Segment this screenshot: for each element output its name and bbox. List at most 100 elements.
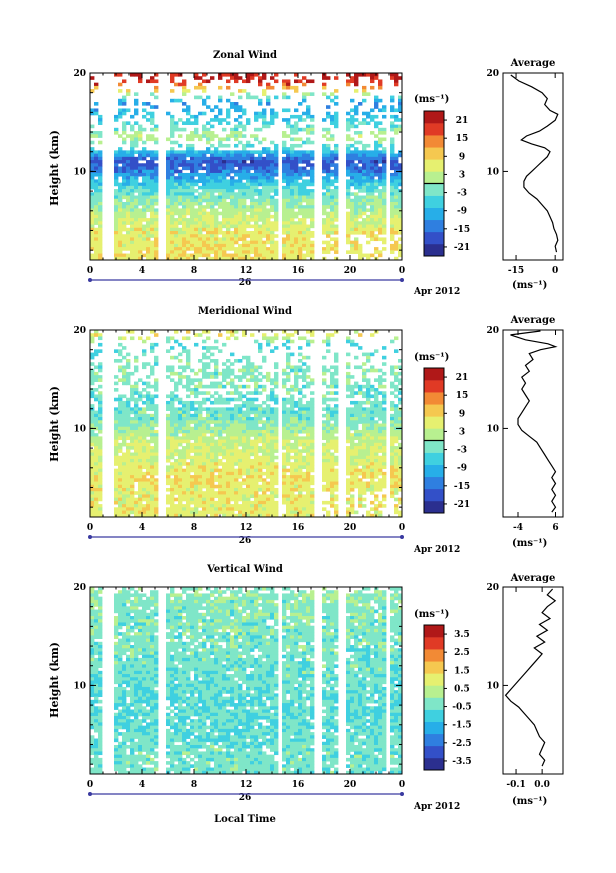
heatmap-cell bbox=[134, 111, 139, 116]
heatmap-cell bbox=[266, 378, 271, 382]
heatmap-cell bbox=[230, 417, 235, 421]
heatmap-cell bbox=[290, 160, 295, 164]
heatmap-cell bbox=[294, 172, 299, 177]
heatmap-cell bbox=[270, 336, 275, 341]
heatmap-cell bbox=[330, 208, 335, 213]
heatmap-cell bbox=[130, 214, 135, 219]
heatmap-cell bbox=[138, 221, 143, 225]
heatmap-cell bbox=[286, 166, 291, 171]
heatmap-cell bbox=[262, 494, 267, 499]
heatmap-cell bbox=[98, 510, 103, 515]
heatmap-cell bbox=[206, 442, 211, 447]
heatmap-cell bbox=[282, 143, 287, 148]
heatmap-cell bbox=[214, 417, 219, 421]
heatmap-cell bbox=[290, 185, 295, 190]
heatmap-cell bbox=[118, 436, 123, 441]
heatmap-cell bbox=[270, 163, 275, 167]
heatmap-cell bbox=[262, 458, 267, 463]
heatmap-cell bbox=[150, 211, 155, 216]
heatmap-cell bbox=[178, 221, 183, 225]
heatmap-cell bbox=[166, 227, 171, 232]
heatmap-cell bbox=[94, 491, 99, 495]
heatmap-cell bbox=[242, 458, 247, 463]
heatmap-cell bbox=[166, 169, 171, 174]
heatmap-cell bbox=[330, 201, 335, 206]
heatmap-cell bbox=[294, 137, 299, 142]
heatmap-cell bbox=[126, 504, 131, 508]
heatmap-cell bbox=[122, 458, 127, 463]
heatmap-cell bbox=[326, 169, 331, 174]
heatmap-cell bbox=[130, 410, 135, 415]
heatmap-cell bbox=[182, 336, 187, 341]
heatmap-cell bbox=[138, 426, 143, 431]
heatmap-cell bbox=[322, 176, 327, 180]
heatmap-cell bbox=[178, 429, 183, 434]
heatmap-cell bbox=[306, 111, 311, 116]
heatmap-cell bbox=[94, 160, 99, 164]
heatmap-cell bbox=[210, 76, 215, 80]
heatmap-cell bbox=[198, 468, 203, 473]
heatmap-cell bbox=[262, 201, 267, 206]
heatmap-cell bbox=[238, 468, 243, 473]
heatmap-cell bbox=[114, 478, 119, 482]
heatmap-cell bbox=[154, 221, 159, 225]
heatmap-cell bbox=[178, 436, 183, 441]
heatmap-cell bbox=[174, 465, 179, 470]
heatmap-cell bbox=[266, 426, 271, 431]
heatmap-cell bbox=[226, 201, 231, 206]
heatmap-cell bbox=[126, 407, 131, 411]
heatmap-cell bbox=[286, 195, 291, 200]
heatmap-cell bbox=[210, 500, 215, 505]
heatmap-cell bbox=[190, 205, 195, 209]
heatmap-cell bbox=[210, 205, 215, 209]
heatmap-cell bbox=[334, 118, 339, 122]
heatmap-cell bbox=[206, 413, 211, 418]
heatmap-cell bbox=[214, 449, 219, 453]
heatmap-cell bbox=[310, 487, 315, 492]
heatmap-cell bbox=[146, 189, 151, 193]
heatmap-cell bbox=[350, 198, 355, 203]
heatmap-cell bbox=[286, 481, 291, 486]
heatmap-cell bbox=[126, 185, 131, 190]
heatmap-cell bbox=[170, 153, 175, 158]
heatmap-cell bbox=[146, 182, 151, 187]
heatmap-cell bbox=[182, 121, 187, 125]
heatmap-cell bbox=[150, 384, 155, 389]
heatmap-cell bbox=[122, 150, 127, 154]
heatmap-cell bbox=[298, 500, 303, 505]
heatmap-cell bbox=[262, 221, 267, 225]
heatmap-cell bbox=[178, 352, 183, 357]
heatmap-cell bbox=[262, 73, 267, 77]
heatmap-cell bbox=[186, 253, 191, 258]
heatmap-cell bbox=[118, 342, 123, 347]
heatmap-cell bbox=[226, 192, 231, 196]
heatmap-cell bbox=[230, 76, 235, 80]
heatmap-cell bbox=[122, 240, 127, 245]
heatmap-cell bbox=[262, 504, 267, 508]
heatmap-cell bbox=[182, 429, 187, 434]
heatmap-cell bbox=[182, 211, 187, 216]
heatmap-cell bbox=[138, 394, 143, 399]
heatmap-cell bbox=[182, 127, 187, 132]
heatmap-cell bbox=[138, 423, 143, 428]
heatmap-cell bbox=[178, 195, 183, 200]
heatmap-cell bbox=[90, 465, 95, 470]
heatmap-cell bbox=[226, 491, 231, 495]
heatmap-cell bbox=[222, 166, 227, 171]
heatmap-cell bbox=[262, 118, 267, 122]
heatmap-cell bbox=[230, 378, 235, 382]
heatmap-cell bbox=[94, 227, 99, 232]
heatmap-cell bbox=[218, 172, 223, 177]
heatmap-cell bbox=[218, 143, 223, 148]
heatmap-cell bbox=[174, 449, 179, 453]
heatmap-cell bbox=[166, 192, 171, 196]
heatmap-cell bbox=[354, 169, 359, 174]
heatmap-cell bbox=[202, 352, 207, 357]
heatmap-cell bbox=[182, 247, 187, 251]
heatmap-cell bbox=[282, 465, 287, 470]
heatmap-cell bbox=[250, 211, 255, 216]
heatmap-cell bbox=[210, 131, 215, 135]
heatmap-cell bbox=[238, 214, 243, 219]
heatmap-cell bbox=[306, 127, 311, 132]
heatmap-cell bbox=[170, 426, 175, 431]
